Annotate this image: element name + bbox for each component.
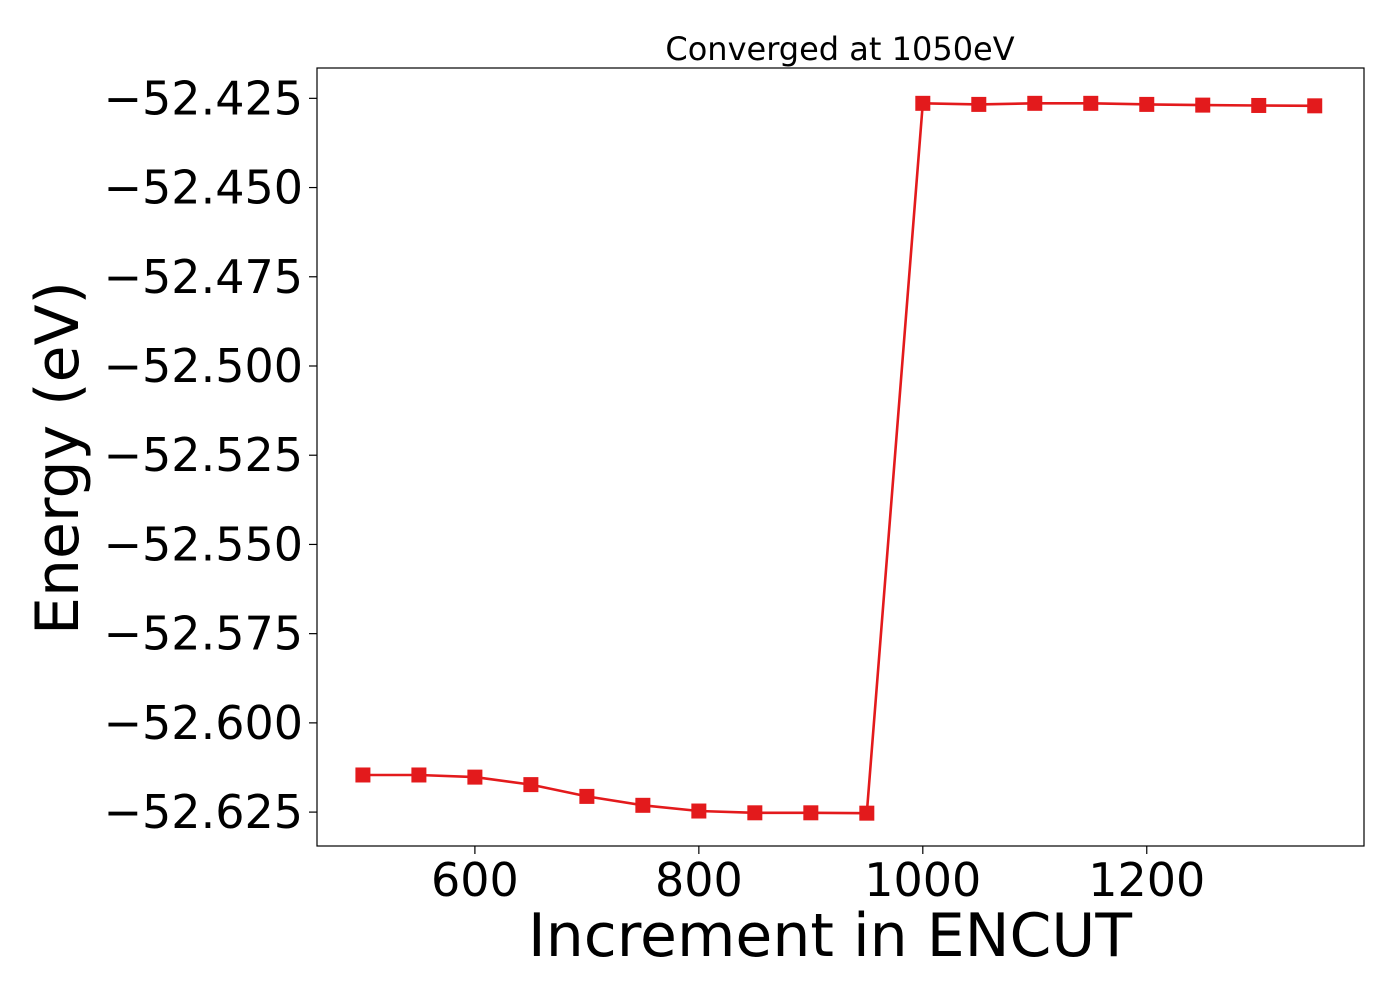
data-point-marker	[1195, 97, 1211, 113]
plot-frame	[316, 67, 1365, 847]
y-tick-label: −52.550	[104, 517, 304, 571]
data-point-marker	[803, 805, 819, 821]
data-point-marker	[1083, 95, 1099, 111]
plot-series	[355, 95, 1323, 821]
data-point-marker	[1027, 95, 1043, 111]
data-point-marker	[747, 805, 763, 821]
data-point-marker	[1251, 97, 1267, 113]
y-tick-label: −52.500	[104, 339, 304, 393]
data-point-marker	[971, 96, 987, 112]
x-tick-label: 800	[655, 853, 743, 907]
y-tick-label: −52.475	[104, 250, 304, 304]
y-tick-label: −52.450	[104, 161, 304, 215]
data-point-marker	[467, 769, 483, 785]
data-point-marker	[355, 767, 371, 783]
y-tick-label: −52.525	[104, 428, 304, 482]
y-axis-label: Energy (eV)	[23, 281, 93, 635]
data-point-marker	[1139, 96, 1155, 112]
x-axis-ticks: 600 800 1000 1200	[431, 846, 1205, 907]
y-tick-label: −52.625	[104, 785, 304, 839]
y-tick-label: −52.600	[104, 696, 304, 750]
data-point-marker	[635, 797, 651, 813]
series-line	[362, 101, 1315, 815]
chart-title: Converged at 1050eV	[665, 30, 1014, 68]
data-point-marker	[691, 803, 707, 819]
data-point-marker	[579, 788, 595, 804]
data-point-marker	[1307, 98, 1323, 114]
data-point-marker	[523, 777, 539, 793]
y-axis-ticks: −52.425 −52.450 −52.475 −52.500 −52.525 −52.5…	[104, 71, 317, 839]
data-point-marker	[859, 805, 875, 821]
y-tick-label: −52.425	[104, 71, 304, 125]
x-tick-label: 1200	[1088, 853, 1205, 907]
data-point-marker	[411, 767, 427, 783]
x-axis-label: Increment in ENCUT	[528, 901, 1132, 971]
data-point-marker	[915, 95, 931, 111]
x-tick-label: 1000	[864, 853, 981, 907]
y-tick-label: −52.575	[104, 607, 304, 661]
x-tick-label: 600	[431, 853, 519, 907]
